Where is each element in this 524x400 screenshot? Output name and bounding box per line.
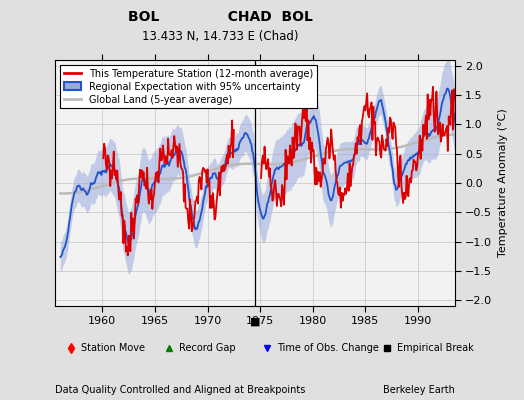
Text: ■: ■	[249, 317, 260, 327]
Text: Berkeley Earth: Berkeley Earth	[383, 385, 455, 395]
Legend: This Temperature Station (12-month average), Regional Expectation with 95% uncer: This Temperature Station (12-month avera…	[60, 65, 317, 108]
Text: Station Move: Station Move	[81, 343, 145, 353]
Text: BOL              CHAD  BOL: BOL CHAD BOL	[128, 10, 312, 24]
Y-axis label: Temperature Anomaly (°C): Temperature Anomaly (°C)	[498, 109, 508, 257]
Text: Record Gap: Record Gap	[179, 343, 236, 353]
Text: 13.433 N, 14.733 E (Chad): 13.433 N, 14.733 E (Chad)	[142, 30, 298, 43]
Text: Data Quality Controlled and Aligned at Breakpoints: Data Quality Controlled and Aligned at B…	[55, 385, 305, 395]
Text: Empirical Break: Empirical Break	[397, 343, 474, 353]
Text: Time of Obs. Change: Time of Obs. Change	[277, 343, 379, 353]
